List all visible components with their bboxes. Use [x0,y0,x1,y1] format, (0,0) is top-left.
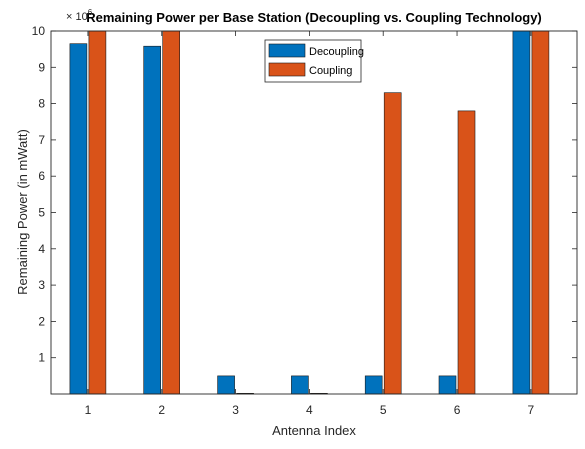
bar-decoupling-7 [512,30,531,395]
bar-coupling-6 [457,110,476,395]
legend-label-decoupling: Decoupling [309,46,364,58]
y-axis-exponent-power: 6 [88,8,93,17]
y-axis-title: Remaining Power (in mWatt) [15,129,30,295]
bars-layer [69,30,550,395]
bar-decoupling-4 [291,375,309,395]
bar-decoupling-3 [217,375,235,395]
x-tick-label-7: 7 [528,403,535,417]
legend: Decoupling Coupling [264,39,364,83]
bar-decoupling-6 [438,375,457,395]
legend-swatch-coupling [268,62,306,77]
axes-layer: 1 2 3 4 5 6 7 8 9 10 1 2 3 4 5 6 7 [32,24,578,417]
x-tick-label-2: 2 [158,403,165,417]
y-tick-label: 9 [38,60,45,74]
bar-coupling-7 [531,30,550,395]
y-tick-label: 8 [38,97,45,111]
y-axis-exponent-base: × 10 [66,11,88,23]
y-axis-exponent: × 106 [66,8,93,23]
y-tick-label: 4 [38,242,45,256]
legend-swatch-decoupling [268,43,306,58]
x-axis-title: Antenna Index [272,423,356,438]
y-tick-label: 1 [38,351,45,365]
y-tick-label: 5 [38,206,45,220]
y-tick-label: 10 [32,24,46,38]
bar-coupling-1 [88,30,107,395]
y-tick-label: 2 [38,314,45,328]
x-tick-label-5: 5 [380,403,387,417]
x-tick-label-1: 1 [85,403,92,417]
x-tick-label-4: 4 [306,403,313,417]
y-tick-label: 3 [38,278,45,292]
bar-decoupling-2 [143,45,161,395]
y-tick-label: 6 [38,169,45,183]
y-tick-label: 7 [38,133,45,147]
plot-frame [50,30,578,395]
legend-label-coupling: Coupling [309,65,352,77]
bar-coupling-5 [383,92,402,395]
bar-decoupling-1 [69,43,88,395]
bar-decoupling-5 [364,375,383,395]
x-tick-label-6: 6 [454,403,461,417]
x-tick-label-3: 3 [232,403,239,417]
chart-title: Remaining Power per Base Station (Decoup… [86,10,542,25]
bar-coupling-2 [162,30,180,395]
